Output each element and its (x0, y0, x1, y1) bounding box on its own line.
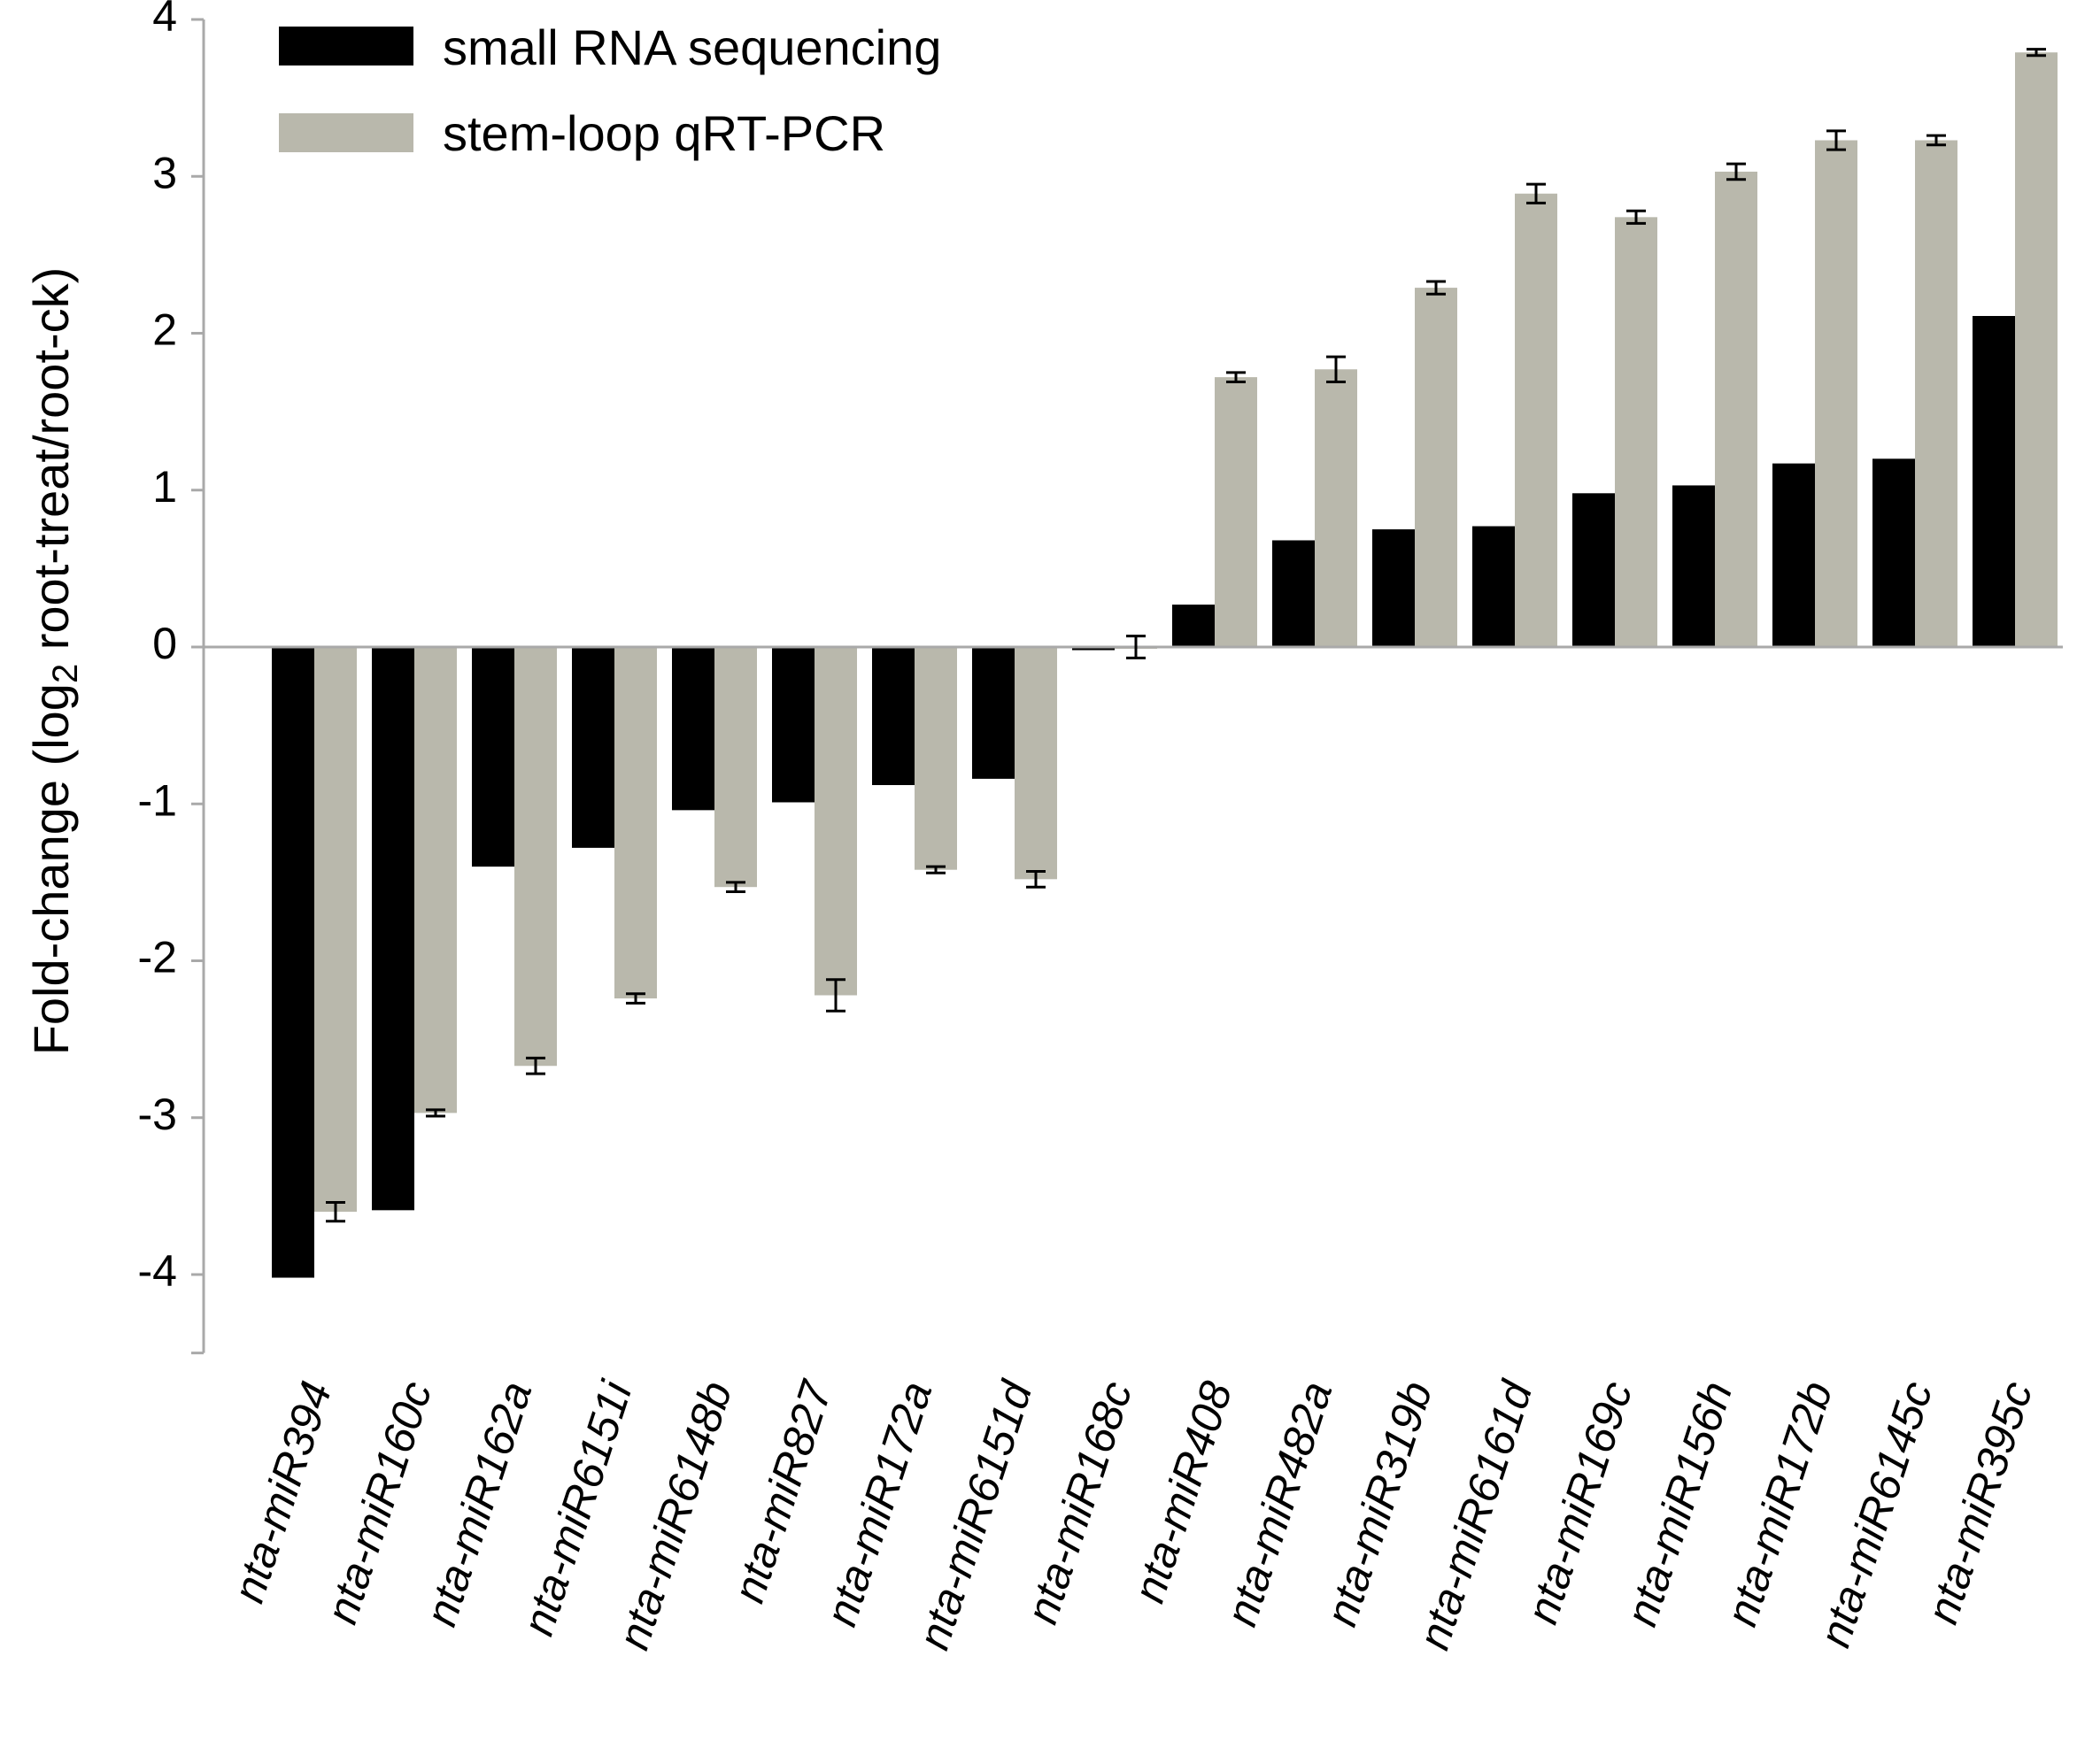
y-tick-label: -1 (138, 775, 177, 825)
bar-stem-loop-qrt-pcr (414, 647, 457, 1113)
y-axis-title: Fold-change (log2 root-treat/root-ck) (23, 267, 85, 1056)
bar-small-rna-sequencing (1672, 485, 1715, 647)
bar-small-rna-sequencing (672, 647, 714, 811)
bar-stem-loop-qrt-pcr (1215, 377, 1257, 647)
y-tick-label: -4 (138, 1246, 177, 1296)
bar-small-rna-sequencing (1772, 463, 1815, 647)
bar-small-rna-sequencing (1973, 316, 2015, 647)
bar-stem-loop-qrt-pcr (614, 647, 657, 999)
bar-stem-loop-qrt-pcr (1315, 369, 1357, 647)
bar-small-rna-sequencing (572, 647, 614, 848)
category-label: nta-miR395c (1918, 1375, 2042, 1629)
bar-small-rna-sequencing (472, 647, 514, 867)
bar-stem-loop-qrt-pcr (714, 647, 757, 888)
bar-small-rna-sequencing (1572, 493, 1615, 647)
bar-stem-loop-qrt-pcr (815, 647, 857, 996)
bar-stem-loop-qrt-pcr (1715, 171, 1757, 647)
bar-small-rna-sequencing (972, 647, 1015, 779)
bar-small-rna-sequencing (1072, 647, 1115, 651)
legend: small RNA sequencing stem-loop qRT-PCR (279, 19, 941, 161)
bar-stem-loop-qrt-pcr (915, 647, 957, 870)
bar-small-rna-sequencing (1172, 605, 1215, 647)
legend-swatch-stem-loop-qrt-pcr (279, 113, 413, 152)
bars (272, 52, 2058, 1278)
category-label: nta-miR408 (1123, 1375, 1241, 1608)
bar-stem-loop-qrt-pcr (2015, 52, 2058, 648)
bar-small-rna-sequencing (1472, 526, 1515, 647)
bar-small-rna-sequencing (772, 647, 815, 803)
legend-swatch-small-rna-sequencing (279, 27, 413, 65)
bar-stem-loop-qrt-pcr (1015, 647, 1057, 880)
bar-small-rna-sequencing (372, 647, 414, 1211)
error-bars (326, 48, 2046, 1223)
bar-stem-loop-qrt-pcr (1815, 140, 1857, 648)
y-tick-label: 1 (152, 462, 177, 512)
bar-stem-loop-qrt-pcr (314, 647, 357, 1213)
bar-stem-loop-qrt-pcr (1915, 140, 1957, 648)
y-tick-label: 0 (152, 619, 177, 668)
bar-stem-loop-qrt-pcr (1515, 193, 1557, 647)
y-tick-label: -2 (138, 933, 177, 982)
bar-small-rna-sequencing (1872, 458, 1915, 647)
legend-label-small-rna-sequencing: small RNA sequencing (443, 19, 941, 75)
category-label: nta-miR168c (1017, 1375, 1142, 1629)
bar-small-rna-sequencing (1272, 540, 1315, 647)
y-tick-label: 4 (152, 0, 177, 41)
y-tick-label: -3 (138, 1090, 177, 1139)
category-label: nta-miR169c (1517, 1375, 1642, 1629)
bar-small-rna-sequencing (272, 647, 314, 1278)
legend-label-stem-loop-qrt-pcr: stem-loop qRT-PCR (443, 105, 885, 161)
bar-small-rna-sequencing (1372, 529, 1415, 647)
y-tick-label: 2 (152, 305, 177, 355)
bar-stem-loop-qrt-pcr (514, 647, 557, 1067)
category-label: nta-miR160c (317, 1375, 442, 1629)
category-labels: nta-miR394nta-miR160cnta-miR162anta-miR6… (223, 1374, 2042, 1655)
bar-stem-loop-qrt-pcr (1415, 288, 1457, 647)
bar-stem-loop-qrt-pcr (1615, 217, 1657, 647)
category-label: nta-miR827 (723, 1374, 842, 1608)
category-label: nta-miR394 (223, 1375, 341, 1608)
axes: 4 3 2 1 0 -1 -2 -3 -4 (138, 0, 205, 1355)
bar-small-rna-sequencing (872, 647, 915, 785)
y-tick-label: 3 (152, 148, 177, 197)
